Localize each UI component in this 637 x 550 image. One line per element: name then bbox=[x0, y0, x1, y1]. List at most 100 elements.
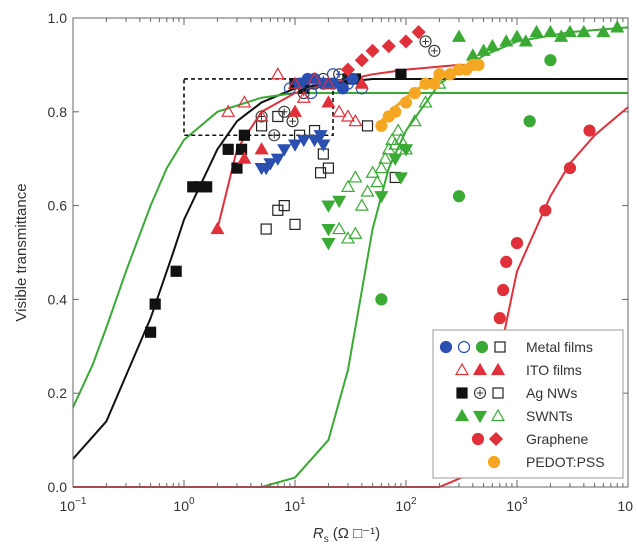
data-points bbox=[144, 20, 625, 338]
x-axis-label: Rs (Ω □⁻¹) bbox=[313, 525, 380, 545]
data-point bbox=[340, 62, 356, 77]
data-point bbox=[378, 151, 393, 164]
x-tick-label: 10 bbox=[617, 498, 633, 514]
plot-frame bbox=[72, 17, 629, 488]
data-point bbox=[270, 153, 285, 166]
data-point bbox=[543, 24, 558, 38]
data-point bbox=[149, 298, 161, 310]
data-point bbox=[221, 104, 236, 117]
legend-marker bbox=[439, 340, 453, 354]
data-point bbox=[254, 109, 269, 122]
data-point bbox=[238, 129, 250, 141]
legend-label: PEDOT:PSS bbox=[526, 454, 605, 470]
y-tick-labels: 0.0 0.2 0.4 0.6 0.8 1.0 bbox=[48, 10, 68, 495]
data-point bbox=[370, 174, 385, 188]
data-point bbox=[278, 200, 290, 212]
data-point bbox=[321, 238, 336, 251]
data-point bbox=[509, 29, 525, 42]
fit-curve-2 bbox=[72, 92, 628, 408]
legend-marker bbox=[487, 455, 501, 469]
x-axis-label-subscript: s bbox=[324, 534, 329, 545]
data-point bbox=[393, 132, 408, 146]
data-point bbox=[398, 34, 414, 49]
legend-label: Metal films bbox=[526, 339, 593, 355]
x-axis-label-unit: (Ω □⁻¹) bbox=[333, 525, 380, 542]
data-point bbox=[510, 237, 524, 250]
data-point bbox=[354, 76, 369, 89]
data-point bbox=[254, 142, 269, 155]
data-point bbox=[433, 68, 446, 81]
data-point bbox=[231, 162, 243, 174]
data-point bbox=[144, 326, 157, 338]
data-point bbox=[418, 95, 433, 108]
data-point bbox=[562, 24, 577, 38]
data-point bbox=[375, 293, 388, 306]
data-point bbox=[332, 104, 347, 117]
x-tick-label: 103 bbox=[506, 496, 528, 514]
data-point bbox=[411, 25, 426, 40]
data-point bbox=[289, 218, 301, 230]
y-tick-label: 1.0 bbox=[48, 10, 68, 26]
data-point bbox=[374, 160, 389, 174]
x-tick-label: 10−1 bbox=[60, 496, 87, 514]
data-point bbox=[361, 120, 374, 132]
legend: Metal films ITO films Ag NWs SWNTs Graphene P… bbox=[432, 329, 624, 479]
fit-curve-1 bbox=[72, 78, 628, 460]
data-point bbox=[235, 143, 248, 155]
data-point bbox=[263, 158, 278, 171]
data-point bbox=[576, 24, 591, 38]
data-point bbox=[296, 90, 311, 103]
data-point bbox=[354, 198, 369, 211]
data-point bbox=[399, 96, 413, 109]
data-point bbox=[583, 124, 596, 137]
data-point bbox=[428, 77, 441, 90]
data-point bbox=[296, 134, 311, 148]
data-point bbox=[354, 53, 369, 68]
legend-marker bbox=[472, 362, 488, 376]
data-point bbox=[277, 144, 292, 157]
legend-marker bbox=[472, 410, 488, 424]
legend-marker bbox=[490, 362, 506, 376]
x-tick-label: 101 bbox=[284, 496, 306, 514]
legend-marker bbox=[471, 432, 485, 446]
x-tick-labels: 10−1 100 101 102 103 10 bbox=[60, 496, 634, 514]
data-point bbox=[287, 76, 303, 89]
legend-marker bbox=[457, 340, 471, 354]
data-point bbox=[497, 283, 510, 297]
x-tick-label: 102 bbox=[395, 496, 417, 514]
data-point bbox=[544, 54, 557, 67]
data-point bbox=[395, 68, 407, 80]
y-tick-label: 0.6 bbox=[48, 198, 68, 214]
data-point bbox=[286, 115, 299, 128]
data-point bbox=[389, 105, 402, 118]
data-point bbox=[408, 86, 421, 100]
data-point bbox=[316, 139, 331, 152]
legend-marker bbox=[494, 341, 506, 353]
legend-marker bbox=[456, 387, 468, 399]
legend-marker bbox=[490, 408, 506, 422]
data-point bbox=[398, 142, 414, 155]
axis-ticks bbox=[72, 17, 629, 488]
data-point bbox=[341, 77, 355, 90]
data-point bbox=[493, 312, 506, 325]
data-point bbox=[321, 200, 336, 213]
data-point bbox=[523, 115, 536, 128]
data-point bbox=[346, 72, 359, 86]
legend-label: SWNTs bbox=[526, 408, 573, 424]
data-point bbox=[305, 86, 318, 100]
data-point bbox=[332, 195, 347, 209]
data-point bbox=[321, 76, 336, 89]
legend-marker bbox=[454, 408, 470, 422]
y-tick-label: 0.4 bbox=[48, 291, 68, 307]
data-point bbox=[287, 139, 303, 152]
data-point bbox=[332, 221, 347, 235]
data-point bbox=[472, 58, 485, 72]
data-point bbox=[170, 265, 182, 277]
data-point bbox=[499, 34, 514, 47]
legend-label: ITO films bbox=[526, 362, 582, 378]
data-point bbox=[333, 68, 346, 81]
data-point bbox=[340, 109, 355, 122]
data-point bbox=[375, 119, 388, 132]
data-point bbox=[610, 20, 625, 33]
